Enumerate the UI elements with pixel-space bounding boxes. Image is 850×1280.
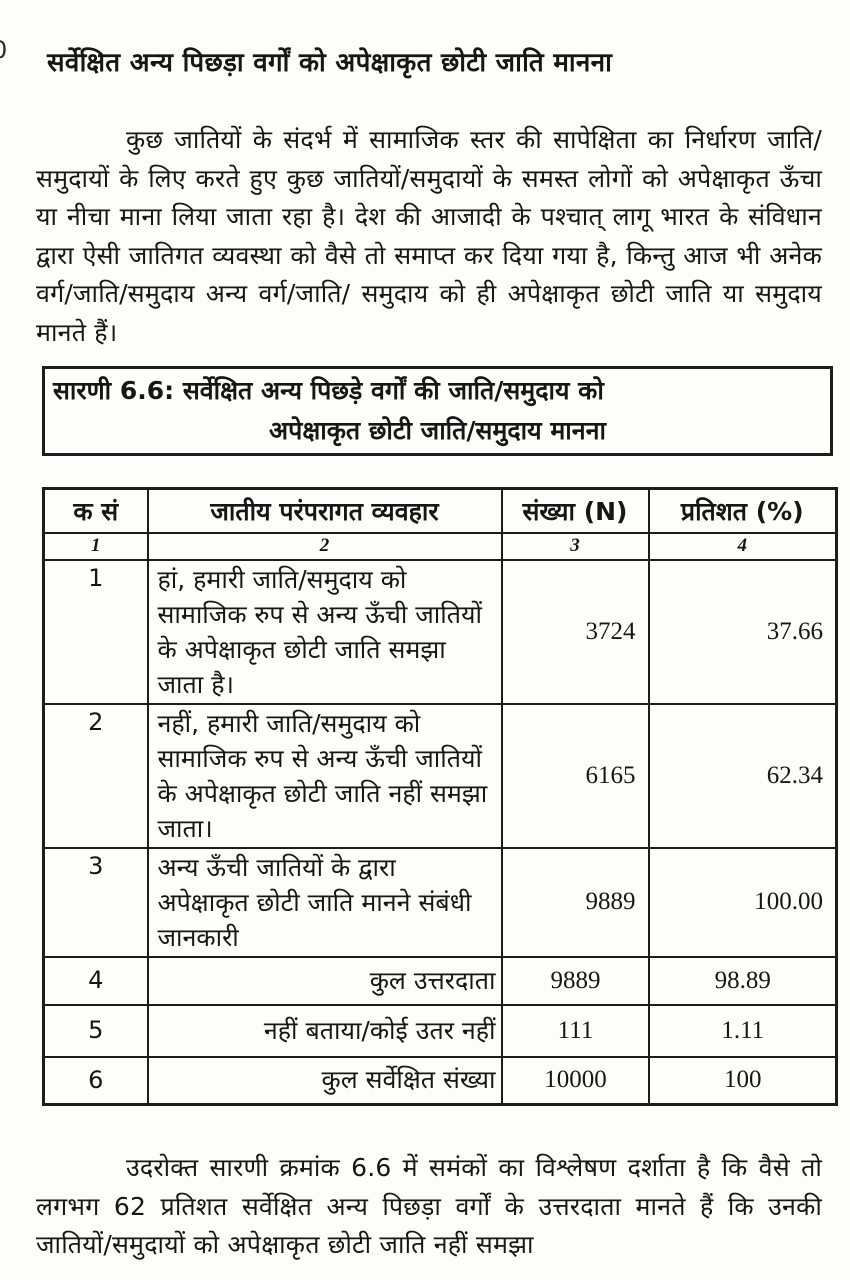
table-row: 1 हां, हमारी जाति/समुदाय को सामाजिक रुप …	[42, 558, 838, 705]
cell-serial: 6	[42, 1055, 149, 1106]
cell-percent: 100.00	[647, 846, 838, 958]
cell-count: 111	[500, 1003, 650, 1058]
cell-count: 3724	[500, 558, 650, 705]
cell-percent: 100	[647, 1055, 838, 1106]
cell-percent: 62.34	[647, 702, 838, 849]
cell-serial: 3	[42, 846, 149, 958]
cell-count: 10000	[500, 1055, 650, 1106]
column-index-2: 2	[146, 531, 503, 561]
cell-percent: 1.11	[647, 1003, 838, 1058]
column-index-3: 3	[500, 531, 650, 561]
table-row: 3 अन्य ऊँची जातियों के द्वारा अपेक्षाकृत…	[42, 846, 838, 958]
survey-table: क सं जातीय परंपरागत व्यवहार संख्या (N) प…	[42, 487, 838, 1106]
cell-count: 9889	[500, 955, 650, 1006]
table-row: 5 नहीं बताया/कोई उतर नहीं 111 1.11	[42, 1003, 838, 1058]
cell-behavior: अन्य ऊँची जातियों के द्वारा अपेक्षाकृत छ…	[146, 846, 503, 958]
cell-serial: 1	[42, 558, 149, 705]
column-index-row: 1 2 3 4	[42, 531, 838, 561]
cell-serial: 4	[42, 955, 149, 1006]
cell-serial: 2	[42, 702, 149, 849]
header-count: संख्या (N)	[500, 487, 650, 534]
intro-paragraph: कुछ जातियों के संदर्भ में सामाजिक स्तर क…	[36, 125, 822, 347]
cell-percent: 37.66	[647, 558, 838, 705]
cell-behavior: कुल सर्वेक्षित संख्या	[146, 1055, 503, 1106]
table-caption-line1: सारणी 6.6: सर्वेक्षित अन्य पिछड़े वर्गों…	[53, 376, 604, 405]
section-heading: सर्वेक्षित अन्य पिछड़ा वर्गों को अपेक्षा…	[47, 48, 613, 79]
column-index-4: 4	[647, 531, 838, 561]
cell-percent: 98.89	[647, 955, 838, 1006]
cell-behavior: नहीं, हमारी जाति/समुदाय को सामाजिक रुप स…	[146, 702, 503, 849]
table-caption-box: सारणी 6.6: सर्वेक्षित अन्य पिछड़े वर्गों…	[42, 366, 833, 456]
cell-count: 9889	[500, 846, 650, 958]
table-header-row: क सं जातीय परंपरागत व्यवहार संख्या (N) प…	[42, 487, 838, 534]
table-caption-line2: अपेक्षाकृत छोटी जाति/समुदाय मानना	[269, 416, 606, 445]
header-serial-number: क सं	[42, 487, 149, 534]
header-behavior: जातीय परंपरागत व्यवहार	[146, 487, 503, 534]
column-index-1: 1	[42, 531, 149, 561]
page-margin-number: 0	[0, 36, 7, 64]
header-percent: प्रतिशत (%)	[647, 487, 838, 534]
cell-behavior: हां, हमारी जाति/समुदाय को सामाजिक रुप से…	[146, 558, 503, 705]
cell-count: 6165	[500, 702, 650, 849]
table-row: 2 नहीं, हमारी जाति/समुदाय को सामाजिक रुप…	[42, 702, 838, 849]
cell-behavior: कुल उत्तरदाता	[146, 955, 503, 1006]
table-row: 4 कुल उत्तरदाता 9889 98.89	[42, 955, 838, 1006]
analysis-paragraph: उदरोक्त सारणी क्रमांक 6.6 में समंकों का …	[36, 1153, 822, 1259]
cell-behavior: नहीं बताया/कोई उतर नहीं	[146, 1003, 503, 1058]
cell-serial: 5	[42, 1003, 149, 1058]
table-row: 6 कुल सर्वेक्षित संख्या 10000 100	[42, 1055, 838, 1106]
